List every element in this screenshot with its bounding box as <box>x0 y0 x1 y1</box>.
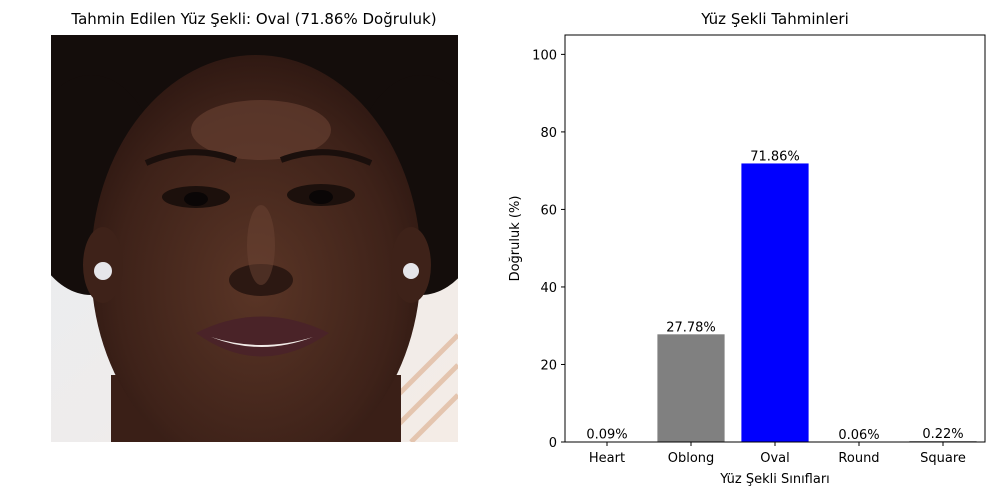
y-tick-label: 80 <box>540 126 557 141</box>
data-label-round: 0.06% <box>838 428 879 443</box>
x-axis-ticks: Heart Oblong Oval Round Square <box>589 442 966 466</box>
x-tick-label-oblong: Oblong <box>668 451 715 466</box>
data-label-heart: 0.09% <box>586 428 627 443</box>
bar-oval <box>741 163 809 442</box>
data-labels: 0.09% 27.78% 71.86% 0.06% 0.22% <box>586 149 963 442</box>
x-tick-label-oval: Oval <box>760 451 790 466</box>
image-title: Tahmin Edilen Yüz Şekli: Oval (71.86% Do… <box>71 10 437 28</box>
data-label-oblong: 27.78% <box>666 320 716 335</box>
x-tick-label-round: Round <box>838 451 879 466</box>
data-label-square: 0.22% <box>922 427 963 442</box>
y-tick-label: 20 <box>540 358 557 373</box>
face-photo <box>51 35 458 442</box>
y-tick-label: 0 <box>549 436 557 451</box>
chart-title: Yüz Şekli Tahminleri <box>701 10 849 28</box>
x-tick-label-heart: Heart <box>589 451 625 466</box>
plot-frame <box>564 34 986 443</box>
y-axis-label: Doğruluk (%) <box>508 196 523 282</box>
y-tick-label: 40 <box>540 281 557 296</box>
bars-group <box>573 163 977 443</box>
y-axis-ticks: 0 20 40 60 80 100 <box>532 48 565 451</box>
data-label-oval: 71.86% <box>750 149 800 164</box>
x-tick-label-square: Square <box>920 451 966 466</box>
x-axis-label: Yüz Şekli Sınıfları <box>719 472 830 487</box>
y-tick-label: 60 <box>540 203 557 218</box>
y-tick-label: 100 <box>532 48 557 63</box>
bar-oblong <box>657 334 725 442</box>
